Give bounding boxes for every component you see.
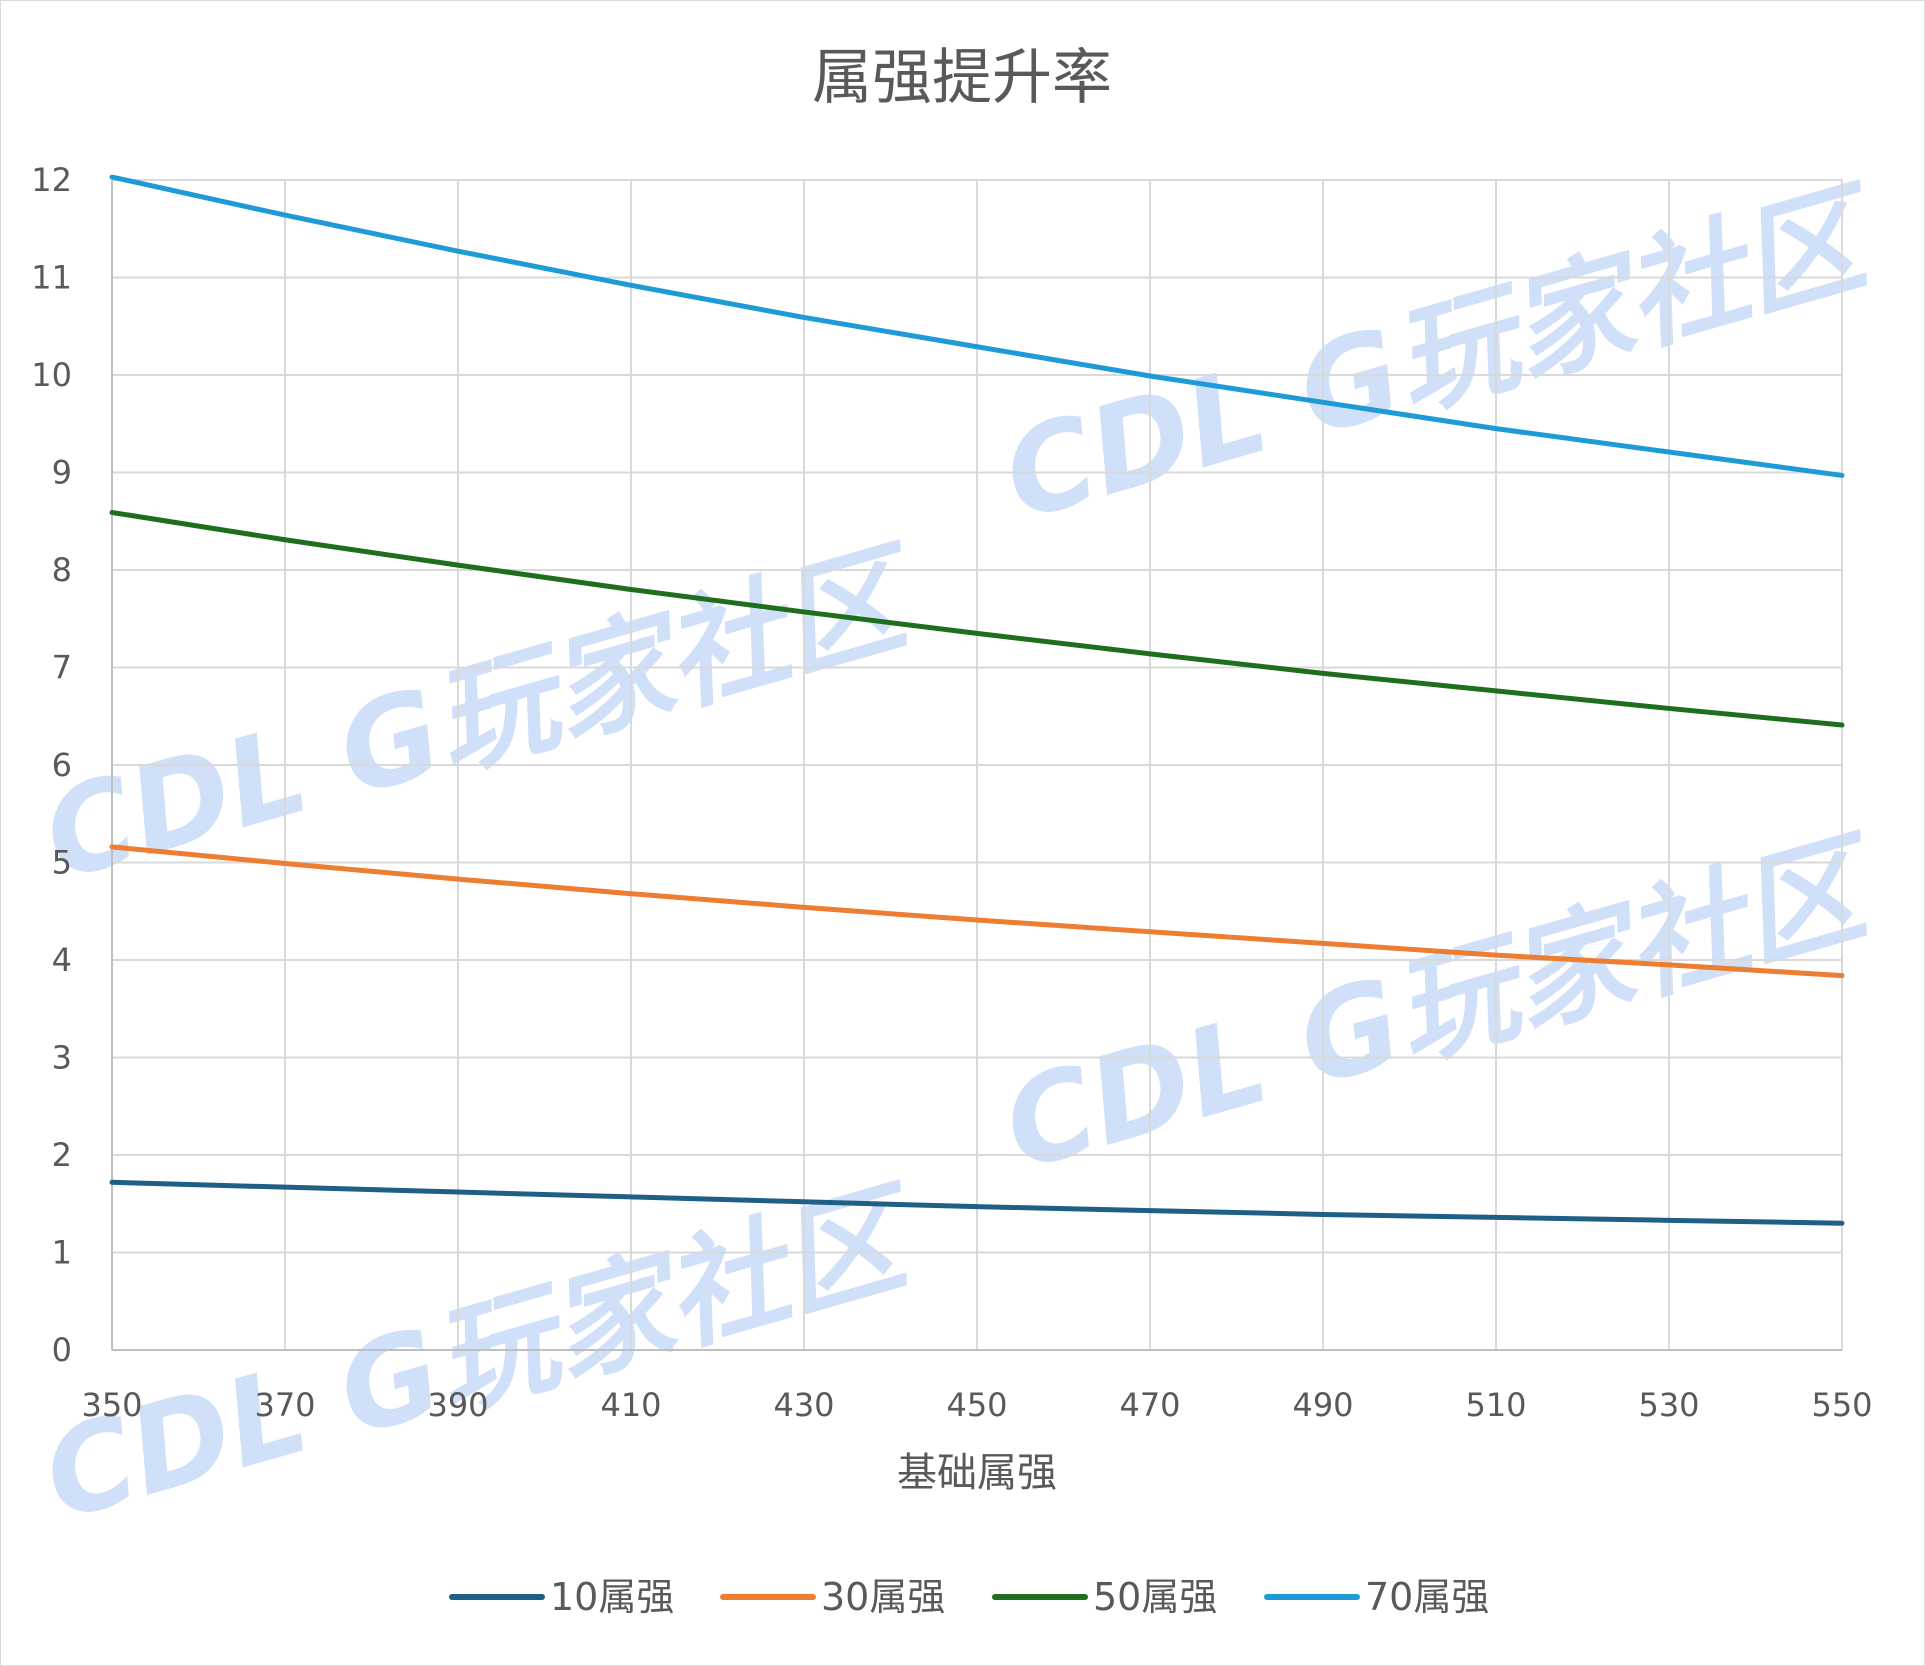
y-tick-label: 10	[31, 356, 72, 394]
watermark-text: CDL G玩家社区	[990, 816, 1896, 1198]
y-tick-label: 2	[52, 1136, 72, 1174]
x-axis-title: 基础属强	[897, 1450, 1057, 1496]
x-tick-label: 390	[427, 1386, 488, 1424]
chart-title: 属强提升率	[812, 43, 1112, 113]
watermark-text: CDL G玩家社区	[30, 1166, 936, 1548]
x-tick-label: 350	[81, 1386, 142, 1424]
x-tick-label: 430	[773, 1386, 834, 1424]
y-tick-label: 8	[52, 551, 72, 589]
legend-label: 10属强	[550, 1575, 674, 1619]
y-tick-label: 1	[52, 1234, 72, 1272]
legend-label: 70属强	[1365, 1575, 1489, 1619]
y-tick-label: 9	[52, 454, 72, 492]
x-axis-ticks: 350 370 390 410 430 450 470 490 510 530 550	[81, 1386, 1872, 1424]
series-line-4	[109, 174, 1845, 478]
x-tick-label: 370	[254, 1386, 315, 1424]
y-tick-label: 7	[52, 649, 72, 687]
x-tick-label: 410	[600, 1386, 661, 1424]
legend-label: 30属强	[821, 1575, 945, 1619]
y-tick-label: 12	[31, 161, 72, 199]
y-tick-label: 6	[52, 746, 72, 784]
series-line-1	[109, 1179, 1845, 1226]
y-tick-label: 11	[31, 259, 72, 297]
x-tick-label: 490	[1292, 1386, 1353, 1424]
y-tick-label: 0	[52, 1331, 72, 1369]
series-lines	[109, 174, 1845, 1226]
y-tick-label: 4	[52, 941, 72, 979]
y-tick-label: 5	[52, 844, 72, 882]
x-tick-label: 470	[1119, 1386, 1180, 1424]
legend-label: 50属强	[1093, 1575, 1217, 1619]
y-tick-label: 3	[52, 1039, 72, 1077]
x-tick-label: 510	[1465, 1386, 1526, 1424]
series-line-3	[109, 509, 1845, 728]
series-line-2	[109, 844, 1845, 979]
chart-axes	[111, 180, 1842, 1351]
x-tick-label: 550	[1811, 1386, 1872, 1424]
watermark-text: CDL G玩家社区	[990, 166, 1896, 548]
chart-legend: 10属强 30属强 50属强 70属强	[449, 1575, 1489, 1619]
x-tick-label: 450	[946, 1386, 1007, 1424]
x-tick-label: 530	[1638, 1386, 1699, 1424]
